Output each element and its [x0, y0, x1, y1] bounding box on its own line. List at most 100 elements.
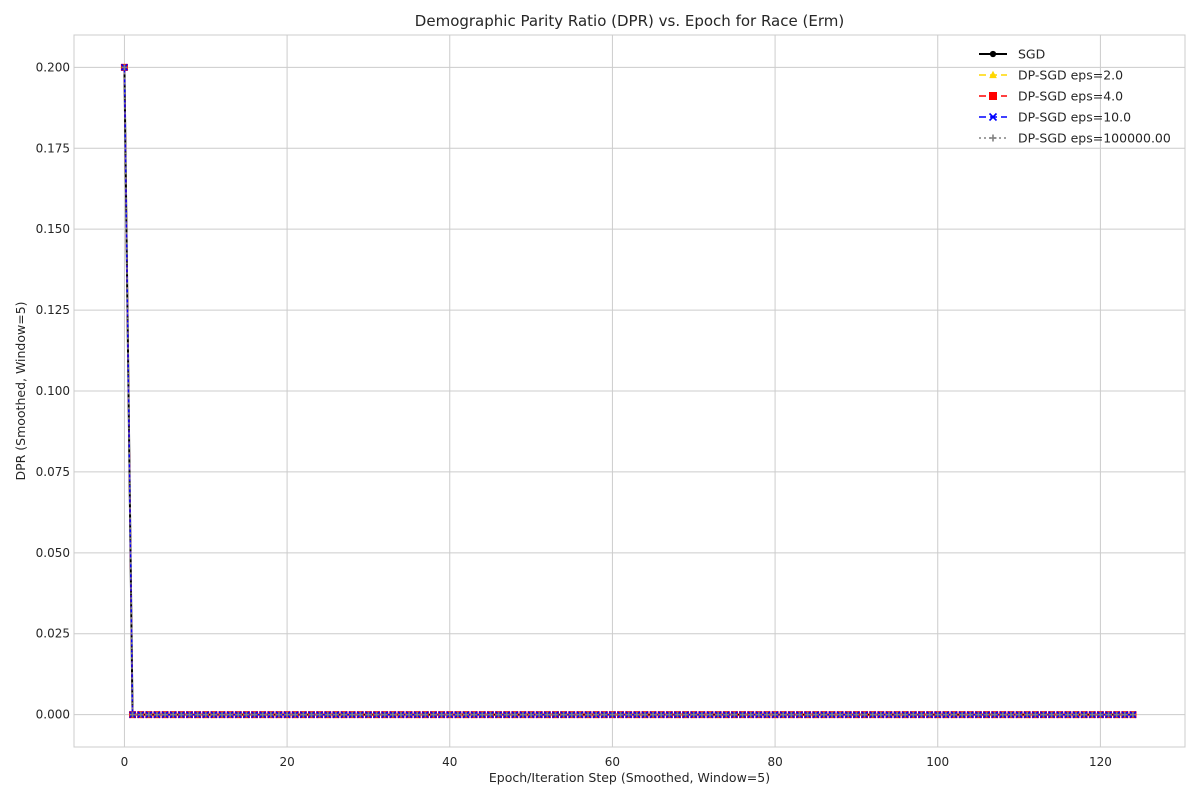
data-point [560, 711, 567, 718]
data-point [316, 711, 323, 718]
data-point [902, 711, 909, 718]
data-point [820, 711, 827, 718]
data-point [471, 711, 478, 718]
data-point [788, 711, 795, 718]
data-point [227, 711, 234, 718]
y-tick-label: 0.150 [36, 222, 70, 236]
x-axis-label: Epoch/Iteration Step (Smoothed, Window=5… [489, 770, 770, 785]
data-point [145, 711, 152, 718]
data-point [633, 711, 640, 718]
legend-marker [988, 112, 998, 122]
data-point [715, 711, 722, 718]
data-point [593, 711, 600, 718]
data-point [861, 711, 868, 718]
y-tick-label: 0.050 [36, 546, 70, 560]
data-point [341, 711, 348, 718]
data-point [585, 711, 592, 718]
data-point [609, 711, 616, 718]
data-point [1081, 711, 1088, 718]
data-point [804, 711, 811, 718]
data-point [1064, 711, 1071, 718]
data-point [511, 711, 518, 718]
data-point [243, 711, 250, 718]
data-point [463, 711, 470, 718]
data-point [430, 711, 437, 718]
legend-marker [989, 92, 997, 100]
y-tick-label: 0.200 [36, 60, 70, 74]
data-point [365, 711, 372, 718]
data-point [1073, 711, 1080, 718]
data-point [1048, 711, 1055, 718]
data-point [292, 711, 299, 718]
x-axis-ticks: 0 20 40 60 80 100 120 [121, 755, 1112, 769]
data-point [601, 711, 608, 718]
data-point [959, 711, 966, 718]
series-layer [120, 63, 1137, 719]
data-point [869, 711, 876, 718]
data-point [877, 711, 884, 718]
legend-label: DP-SGD eps=100000.00 [1018, 131, 1171, 146]
x-tick-label: 80 [767, 755, 782, 769]
data-point [967, 711, 974, 718]
data-point [324, 711, 331, 718]
legend-marker [989, 50, 997, 58]
data-point [332, 711, 339, 718]
data-point [219, 711, 226, 718]
data-point [357, 711, 364, 718]
data-point [674, 711, 681, 718]
data-point [723, 711, 730, 718]
data-point [406, 711, 413, 718]
data-point [528, 711, 535, 718]
data-point [837, 711, 844, 718]
data-point [202, 711, 209, 718]
data-point [178, 711, 185, 718]
data-point [576, 711, 583, 718]
data-point [991, 711, 998, 718]
data-point [853, 711, 860, 718]
data-point [698, 711, 705, 718]
data-point [999, 711, 1006, 718]
data-point [544, 711, 551, 718]
plot-frame [73, 34, 1186, 748]
data-point [121, 64, 128, 71]
data-point [625, 711, 632, 718]
data-point [568, 711, 575, 718]
x-tick-label: 120 [1089, 755, 1112, 769]
data-point [235, 711, 242, 718]
y-tick-label: 0.100 [36, 384, 70, 398]
data-point [910, 711, 917, 718]
data-point [918, 711, 925, 718]
data-point [536, 711, 543, 718]
data-point [658, 711, 665, 718]
data-point [731, 711, 738, 718]
data-point [275, 711, 282, 718]
data-point [951, 711, 958, 718]
data-point [1129, 711, 1136, 718]
data-point [153, 711, 160, 718]
data-point [454, 711, 461, 718]
data-point [682, 711, 689, 718]
data-point [747, 711, 754, 718]
data-point [267, 711, 274, 718]
data-point [641, 711, 648, 718]
series-4 [121, 64, 1136, 718]
data-point [349, 711, 356, 718]
data-point [495, 711, 502, 718]
legend-item: DP-SGD eps=4.0 [979, 89, 1123, 104]
data-point [1105, 711, 1112, 718]
data-point [162, 711, 169, 718]
data-point [300, 711, 307, 718]
data-point [829, 711, 836, 718]
y-tick-label: 0.025 [36, 627, 70, 641]
data-point [1016, 711, 1023, 718]
legend-label: DP-SGD eps=2.0 [1018, 68, 1123, 83]
data-point [1121, 711, 1128, 718]
data-point [812, 711, 819, 718]
legend-marker [989, 134, 997, 142]
data-point [780, 711, 787, 718]
data-point [186, 711, 193, 718]
data-point [519, 711, 526, 718]
data-point [1007, 711, 1014, 718]
data-point [926, 711, 933, 718]
legend: SGD DP-SGD eps=2.0 DP-SGD eps=4.0 DP-SGD ep… [979, 47, 1171, 146]
